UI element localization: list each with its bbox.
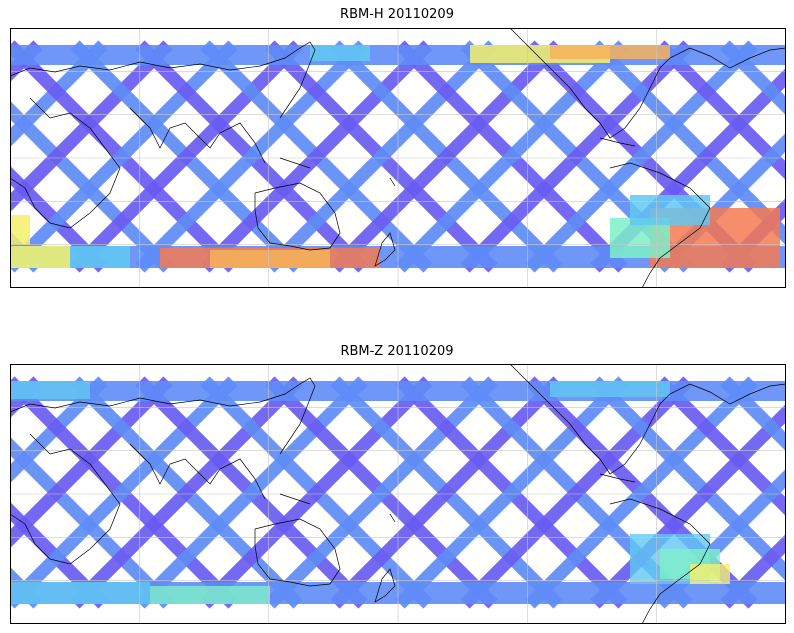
graticule xyxy=(10,364,786,624)
panel-title-rbm-h: RBM-H 20110209 xyxy=(340,7,454,22)
map-frame xyxy=(10,364,786,624)
map-rbm-h xyxy=(10,28,786,288)
coastlines xyxy=(10,364,786,624)
coastlines xyxy=(10,28,786,288)
map-frame xyxy=(10,28,786,288)
panel-title-rbm-z: RBM-Z 20110209 xyxy=(340,344,454,359)
map-rbm-z xyxy=(10,364,786,624)
graticule xyxy=(10,28,786,288)
